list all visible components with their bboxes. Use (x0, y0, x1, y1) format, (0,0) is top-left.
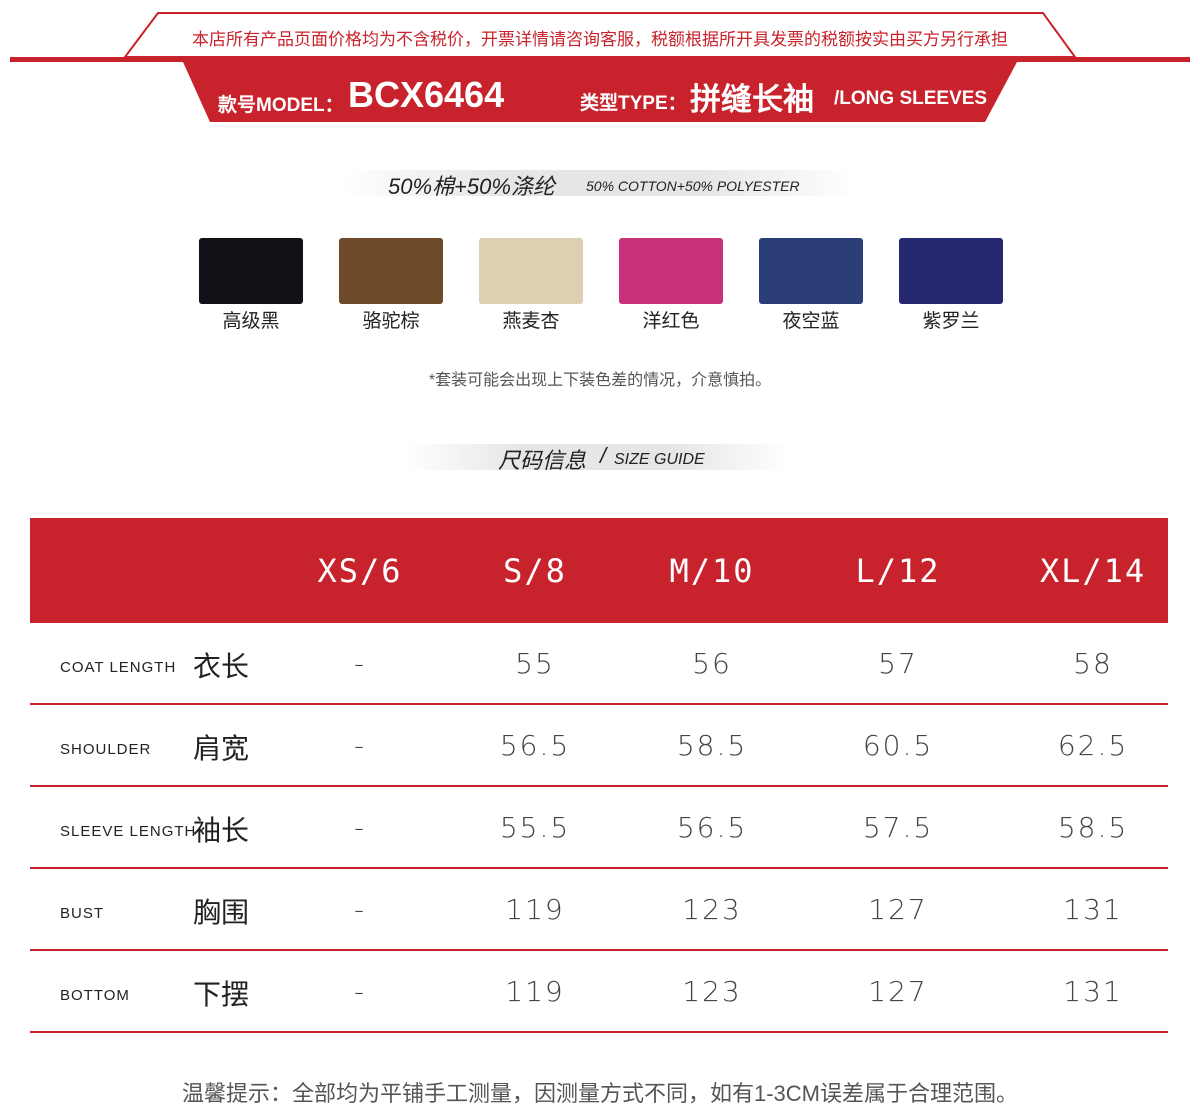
row-label-en: BOTTOM (60, 987, 130, 1004)
size-value: 57 (878, 647, 918, 680)
color-name: 高级黑 (222, 311, 280, 332)
color-swatch (759, 238, 863, 304)
size-value: 62.5 (1057, 729, 1129, 762)
size-value: 58 (1073, 647, 1113, 680)
size-value: 58.5 (676, 729, 748, 762)
size-value: 60.5 (862, 729, 934, 762)
type-value: 拼缝长袖 (690, 82, 814, 117)
color-swatch (619, 238, 723, 304)
model-type-row: 款号MODEL： BCX6464 类型TYPE： 拼缝长袖 /LONG SLEE… (0, 74, 1200, 118)
title-slash: / (600, 443, 607, 468)
table-row: COAT LENGTH 衣长 - 55 56 57 58 (30, 623, 1168, 705)
size-value: 123 (682, 975, 742, 1008)
row-label-zh: 肩宽 (193, 733, 250, 764)
table-row: SHOULDER 肩宽 - 56.5 58.5 60.5 62.5 (30, 705, 1168, 787)
table-row: BUST 胸围 - 119 123 127 131 (30, 869, 1168, 951)
measurement-note: 温馨提示：全部均为平铺手工测量，因测量方式不同，如有1-3CM误差属于合理范围。 (181, 1081, 1018, 1104)
size-header: L/12 (855, 552, 941, 590)
tax-notice: 本店所有产品页面价格均为不含税价，开票详情请咨询客服，税额根据所开具发票的税额按… (192, 30, 1008, 49)
size-value: - (353, 975, 367, 1008)
color-swatch (899, 238, 1003, 304)
row-label-zh: 胸围 (193, 897, 250, 928)
table-row: SLEEVE LENGTH 袖长 - 55.5 56.5 57.5 58.5 (30, 787, 1168, 869)
size-value: 127 (868, 893, 928, 926)
size-value: 119 (505, 893, 565, 926)
fabric-title-bar (345, 170, 855, 196)
size-title-bar (405, 444, 790, 470)
size-value: - (353, 647, 367, 680)
size-value: - (353, 729, 367, 762)
color-name: 骆驼棕 (362, 311, 420, 332)
type-value-en: /LONG SLEEVES (834, 88, 988, 109)
color-name: 夜空蓝 (782, 311, 840, 332)
size-value: 56 (692, 647, 732, 680)
color-name: 洋红色 (642, 311, 700, 332)
color-name: 紫罗兰 (922, 311, 980, 332)
fabric-subtitle: 50% COTTON+50% POLYESTER (586, 178, 800, 194)
size-value: 57.5 (862, 811, 934, 844)
size-value: 55.5 (499, 811, 571, 844)
row-label-zh: 衣长 (193, 651, 250, 682)
row-label-zh: 下摆 (193, 979, 250, 1010)
color-note: *套装可能会出现上下装色差的情况，介意慎拍。 (428, 372, 772, 389)
color-name: 燕麦杏 (502, 311, 560, 332)
size-value: - (353, 893, 367, 926)
size-header: XS/6 (317, 552, 403, 590)
type-label: 类型TYPE： (580, 93, 687, 114)
table-row: BOTTOM 下摆 - 119 123 127 131 (30, 951, 1168, 1033)
size-value: 56.5 (676, 811, 748, 844)
color-swatch (339, 238, 443, 304)
row-label-en: SLEEVE LENGTH (60, 823, 197, 840)
size-value: 119 (505, 975, 565, 1008)
color-swatch (199, 238, 303, 304)
size-value: 55 (515, 647, 555, 680)
row-label-en: COAT LENGTH (60, 659, 177, 676)
size-value: - (353, 811, 367, 844)
size-value: 127 (868, 975, 928, 1008)
color-swatch (479, 238, 583, 304)
model-label: 款号MODEL： (218, 95, 344, 116)
size-value: 123 (682, 893, 742, 926)
header-banner (10, 12, 1190, 122)
size-table: XS/6 S/8 M/10 L/12 XL/14 COAT LENGTH 衣长 - 55 56 5… (30, 518, 1168, 1033)
size-value: 56.5 (499, 729, 571, 762)
size-header: S/8 (503, 552, 567, 590)
size-header: XL/14 (1039, 552, 1147, 590)
fabric-title: 50%棉+50%涤纶 (388, 174, 555, 199)
size-guide-title: 尺码信息 (498, 448, 587, 473)
size-header: M/10 (669, 552, 755, 590)
size-header-row: XS/6 S/8 M/10 L/12 XL/14 (30, 518, 1168, 623)
size-guide-subtitle: SIZE GUIDE (614, 451, 705, 468)
model-value: BCX6464 (348, 74, 505, 115)
size-value: 131 (1063, 975, 1123, 1008)
row-label-zh: 袖长 (193, 815, 250, 846)
size-value: 58.5 (1057, 811, 1129, 844)
row-label-en: SHOULDER (60, 741, 152, 758)
size-value: 131 (1063, 893, 1123, 926)
row-label-en: BUST (60, 905, 105, 922)
